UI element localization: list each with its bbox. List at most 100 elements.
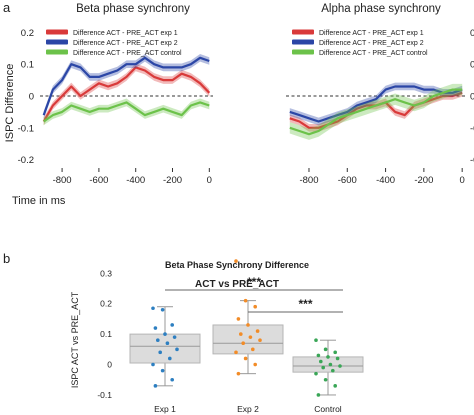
pr-y-tick-label: -0.2	[470, 155, 474, 166]
pr-y-tick-label: -0.1	[470, 123, 474, 134]
box-point-1	[236, 371, 241, 376]
box-point-0	[153, 384, 158, 388]
box-point-1	[234, 350, 238, 355]
pl-x-tick-label: -600	[89, 175, 108, 186]
box-point-2	[333, 350, 338, 355]
pr-y-tick-label: 0.2	[470, 28, 474, 39]
pr-x-tick-label: -600	[338, 175, 357, 186]
pl-series-band-1	[43, 54, 210, 119]
beta-chart-title: Beta phase synchrony	[76, 3, 190, 15]
box-body-1	[212, 324, 284, 355]
pl-legend-label-2: Difference ACT - PRE_ACT control	[73, 50, 182, 57]
box-point-0	[160, 368, 165, 373]
pl-legend-swatch-0	[46, 29, 68, 35]
box-point-1	[255, 329, 260, 333]
boxplot-title: Beta Phase Synchrony Difference	[165, 260, 309, 270]
box-point-0	[175, 347, 179, 352]
pr-series-band-1	[289, 82, 463, 126]
pr-series-line-1	[289, 85, 463, 123]
box-point-1	[239, 332, 243, 336]
boxplot-y-tick-label: 0	[107, 360, 112, 370]
pr-x-tick-label: -200	[414, 175, 433, 186]
boxplot-y-tick-label: 0.1	[100, 329, 112, 339]
pr-legend-label-1: Difference ACT - PRE_ACT exp 2	[319, 40, 424, 47]
boxplot-y-tick-label: 0.2	[100, 299, 112, 309]
pr-legend-label-2: Difference ACT - PRE_ACT control	[319, 50, 428, 57]
pr-legend-swatch-1	[292, 39, 314, 45]
box-body-2	[292, 356, 364, 373]
pl-legend-swatch-2	[46, 49, 68, 55]
box-point-2	[326, 355, 330, 359]
box-point-2	[319, 359, 323, 364]
boxplot-category-label-0: Exp 1	[154, 404, 176, 414]
box-point-2	[333, 384, 338, 388]
pl-x-tick-label: 0	[207, 175, 212, 186]
box-point-1	[248, 335, 253, 339]
box-point-1	[258, 338, 262, 342]
pl-series-line-0	[42, 66, 211, 123]
boxplot-category-label-1: Exp 2	[237, 404, 259, 414]
alpha-phase-synchrony-chart: Alpha phase synchrony -0.2 -0.1 0 0.1 0.2 -80…	[286, 3, 474, 186]
pr-y-tick-label: 0	[470, 92, 474, 103]
box-point-2	[328, 362, 333, 367]
pr-legend-swatch-0	[292, 29, 314, 35]
pl-y-tick-label: 0.1	[21, 60, 34, 71]
box-point-2	[321, 365, 326, 370]
box-point-0	[151, 306, 155, 311]
pl-y-tick-label: -0.2	[18, 155, 34, 166]
pl-legend-swatch-1	[46, 39, 68, 45]
boxplot-subtitle: ACT vs PRE_ACT	[195, 279, 279, 290]
box-point-1	[243, 298, 248, 303]
box-point-0	[172, 335, 177, 339]
box-point-1	[253, 362, 257, 367]
box-point-0	[165, 341, 170, 346]
box-point-1	[234, 259, 238, 263]
box-point-2	[331, 368, 335, 373]
pr-x-tick-label: -400	[376, 175, 395, 186]
beta-phase-synchrony-chart: Beta phase synchrony ISPC Difference Tim…	[4, 3, 213, 207]
alpha-chart-title: Alpha phase synchrony	[321, 3, 441, 15]
box-point-2	[323, 377, 328, 382]
pl-x-tick-label: -800	[53, 175, 72, 186]
boxplot-category-label-2: Control	[314, 404, 342, 414]
box-point-0	[163, 332, 167, 336]
box-body-0	[129, 333, 201, 364]
box-point-1	[253, 304, 257, 309]
boxplot-y-tick-label: -0.1	[97, 390, 112, 400]
pl-x-tick-label: -200	[163, 175, 182, 186]
box-point-2	[323, 347, 328, 352]
box-point-1	[246, 323, 250, 327]
box-point-2	[316, 353, 321, 358]
box-point-0	[156, 338, 160, 342]
box-point-1	[236, 317, 241, 321]
beta-boxplot-chart: Beta Phase Synchrony Difference ACT vs P…	[70, 259, 364, 414]
pl-series-band-2	[43, 98, 210, 126]
box-point-0	[158, 350, 162, 355]
beta-x-axis-label: Time in ms	[12, 195, 66, 207]
pr-x-tick-label: 0	[460, 175, 465, 186]
pl-legend-label-0: Difference ACT - PRE_ACT exp 1	[73, 30, 178, 37]
pl-series-line-2	[43, 101, 210, 123]
significance-label-0: ***	[247, 275, 261, 289]
box-point-0	[151, 362, 155, 367]
pr-x-tick-label: -800	[299, 175, 318, 186]
panel-label-b: b	[3, 251, 10, 266]
box-point-2	[314, 371, 318, 376]
pr-series-line-2	[289, 88, 463, 136]
pl-legend-label-1: Difference ACT - PRE_ACT exp 2	[73, 40, 178, 47]
box-point-0	[168, 356, 172, 361]
box-point-2	[338, 364, 342, 368]
panel-label-a: a	[3, 0, 11, 15]
box-point-0	[153, 326, 158, 330]
pr-legend-label-0: Difference ACT - PRE_ACT exp 1	[319, 30, 424, 37]
pr-y-tick-label: 0.1	[470, 60, 474, 71]
pl-x-tick-label: -400	[126, 175, 145, 186]
boxplot-y-tick-label: 0.3	[100, 268, 112, 278]
box-point-1	[241, 341, 245, 346]
box-point-2	[335, 356, 340, 361]
box-point-2	[316, 393, 321, 397]
box-point-0	[170, 323, 174, 327]
boxplot-y-axis-label: ISPC ACT vs PRE_ACT	[70, 291, 80, 388]
